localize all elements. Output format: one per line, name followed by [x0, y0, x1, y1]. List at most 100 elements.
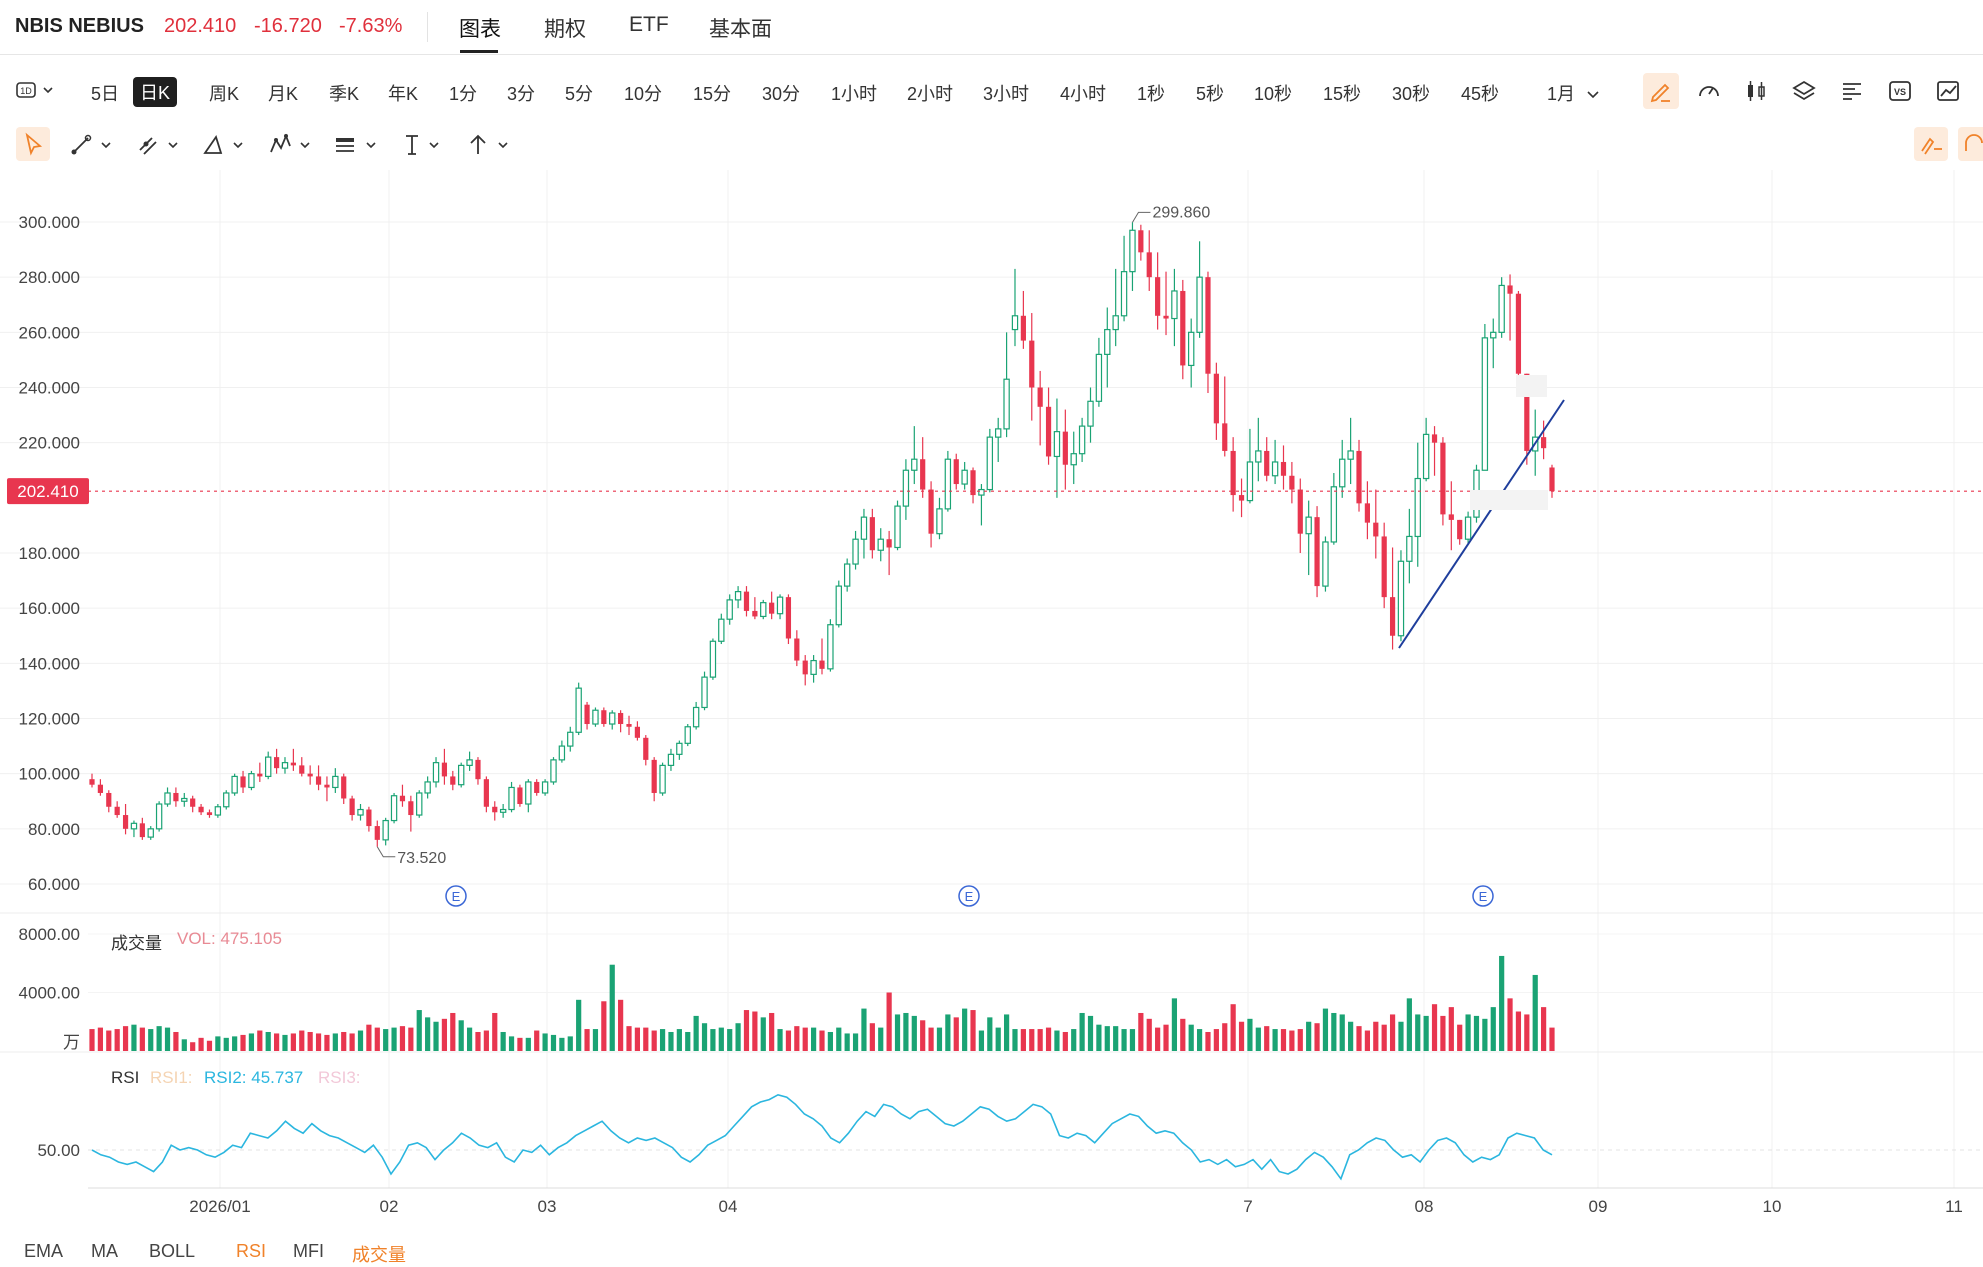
candle-body-up: [827, 624, 834, 670]
candle-style-button[interactable]: [1744, 79, 1768, 108]
candle-body-up: [709, 640, 717, 678]
rsi-tick-label: 50.00: [37, 1141, 80, 1160]
chart-settings-button[interactable]: [1936, 79, 1960, 108]
period-8[interactable]: 5分: [565, 84, 594, 104]
candle-body-up: [432, 762, 440, 783]
cursor-tool[interactable]: [16, 127, 50, 161]
compare-button[interactable]: VS: [1888, 79, 1912, 108]
interval-dropdown[interactable]: 1D: [16, 80, 58, 105]
candle-body-down: [366, 809, 372, 827]
x-tick-label: 7: [1243, 1197, 1252, 1216]
volume-bar: [1306, 1021, 1312, 1051]
candle-body-up: [760, 602, 767, 618]
candle-body-up: [1187, 331, 1195, 367]
volume-bar: [1129, 1029, 1136, 1051]
period-5[interactable]: 年K: [388, 84, 419, 104]
candle-body-up: [1171, 290, 1178, 320]
y-tick-label: 180.000: [19, 544, 80, 563]
period-18[interactable]: 10秒: [1254, 84, 1293, 104]
volume-bar: [1482, 1018, 1488, 1051]
candle-body-down: [517, 787, 523, 805]
magnet-tool[interactable]: [1914, 127, 1948, 161]
volume-bar: [693, 1015, 699, 1051]
period-15[interactable]: 4小时: [1060, 84, 1107, 104]
candle-body-up: [995, 428, 1002, 438]
candle-body-down: [97, 784, 103, 793]
indicator-boll[interactable]: BOLL: [149, 1241, 196, 1261]
earnings-marker: [445, 885, 467, 907]
tab-etf[interactable]: ETF: [629, 13, 669, 36]
candle-body-down: [1163, 315, 1169, 319]
candle-body-up: [567, 731, 574, 747]
volume-unit-label: 万: [63, 1033, 80, 1052]
period-14[interactable]: 3小时: [983, 84, 1030, 104]
candle-body-down: [1222, 423, 1228, 451]
more-periods-dropdown[interactable]: 1月: [1547, 80, 1600, 106]
interval-1d-icon: 1D: [16, 82, 53, 98]
align-button[interactable]: [1840, 79, 1864, 108]
indicator-rsi[interactable]: RSI: [236, 1241, 267, 1261]
text-tool[interactable]: [400, 130, 450, 160]
volume-bar: [408, 1027, 414, 1051]
period-20[interactable]: 30秒: [1392, 84, 1431, 104]
arrow-tool[interactable]: [465, 130, 515, 160]
period-17[interactable]: 5秒: [1196, 84, 1225, 104]
volume-bar: [1020, 1029, 1026, 1051]
x-tick-label: 2026/01: [189, 1197, 250, 1216]
candle-body-down: [743, 591, 750, 611]
period-9[interactable]: 10分: [624, 84, 663, 104]
indicator-ma[interactable]: MA: [91, 1241, 118, 1261]
period-11[interactable]: 30分: [762, 84, 801, 104]
candle-body-up: [1271, 461, 1279, 477]
period-10[interactable]: 15分: [693, 84, 732, 104]
annotation-tool[interactable]: [333, 130, 383, 160]
rsi-series: [91, 1093, 1553, 1181]
gauge-button[interactable]: [1697, 79, 1721, 108]
volume-bar: [1406, 998, 1412, 1051]
indicator-ema[interactable]: EMA: [24, 1241, 64, 1261]
tab-fundamentals[interactable]: 基本面: [709, 18, 772, 41]
period-4[interactable]: 季K: [329, 84, 360, 104]
lock-drawing-tool[interactable]: [1958, 127, 1983, 161]
pattern-tool[interactable]: [267, 130, 317, 160]
line-tool[interactable]: [68, 130, 118, 160]
indicator-volume[interactable]: 成交量: [352, 1245, 406, 1265]
candle-body-up: [1422, 433, 1430, 480]
volume-bar: [1440, 1015, 1446, 1051]
volume-bar: [995, 1027, 1001, 1051]
x-tick-label: 08: [1415, 1197, 1434, 1216]
period-19[interactable]: 15秒: [1323, 84, 1362, 104]
period-12[interactable]: 1小时: [831, 84, 878, 104]
volume-bar: [164, 1027, 171, 1051]
channel-tool[interactable]: [135, 130, 185, 160]
period-2[interactable]: 周K: [209, 84, 240, 104]
candle-body-up: [1087, 400, 1094, 427]
candlestick-series: [89, 222, 1555, 847]
period-13[interactable]: 2小时: [907, 84, 954, 104]
volume-bar: [1163, 1024, 1169, 1051]
period-16[interactable]: 1秒: [1137, 84, 1166, 104]
tab-chart[interactable]: 图表: [459, 18, 501, 41]
indicator-mfi[interactable]: MFI: [293, 1241, 324, 1261]
candle-body-down: [290, 762, 296, 766]
period-1[interactable]: 日K: [133, 77, 178, 107]
volume-bar: [1549, 1027, 1555, 1051]
volume-bar: [1247, 1018, 1253, 1051]
fib-tool[interactable]: [200, 130, 250, 160]
volume-bar: [953, 1017, 959, 1051]
tab-options[interactable]: 期权: [544, 18, 586, 41]
period-0[interactable]: 5日: [91, 84, 120, 104]
x-tick-label: 10: [1763, 1197, 1782, 1216]
layers-button[interactable]: [1792, 79, 1816, 108]
volume-bar: [534, 1030, 540, 1051]
period-21[interactable]: 45秒: [1461, 84, 1500, 104]
period-6[interactable]: 1分: [449, 84, 478, 104]
volume-bar: [299, 1030, 305, 1051]
volume-bar: [1029, 1029, 1035, 1051]
candle-body-down: [1364, 503, 1371, 523]
draw-pen-button[interactable]: [1643, 73, 1679, 109]
period-7[interactable]: 3分: [507, 84, 536, 104]
period-3[interactable]: 月K: [268, 84, 299, 104]
text-tool-icon: [406, 135, 439, 155]
